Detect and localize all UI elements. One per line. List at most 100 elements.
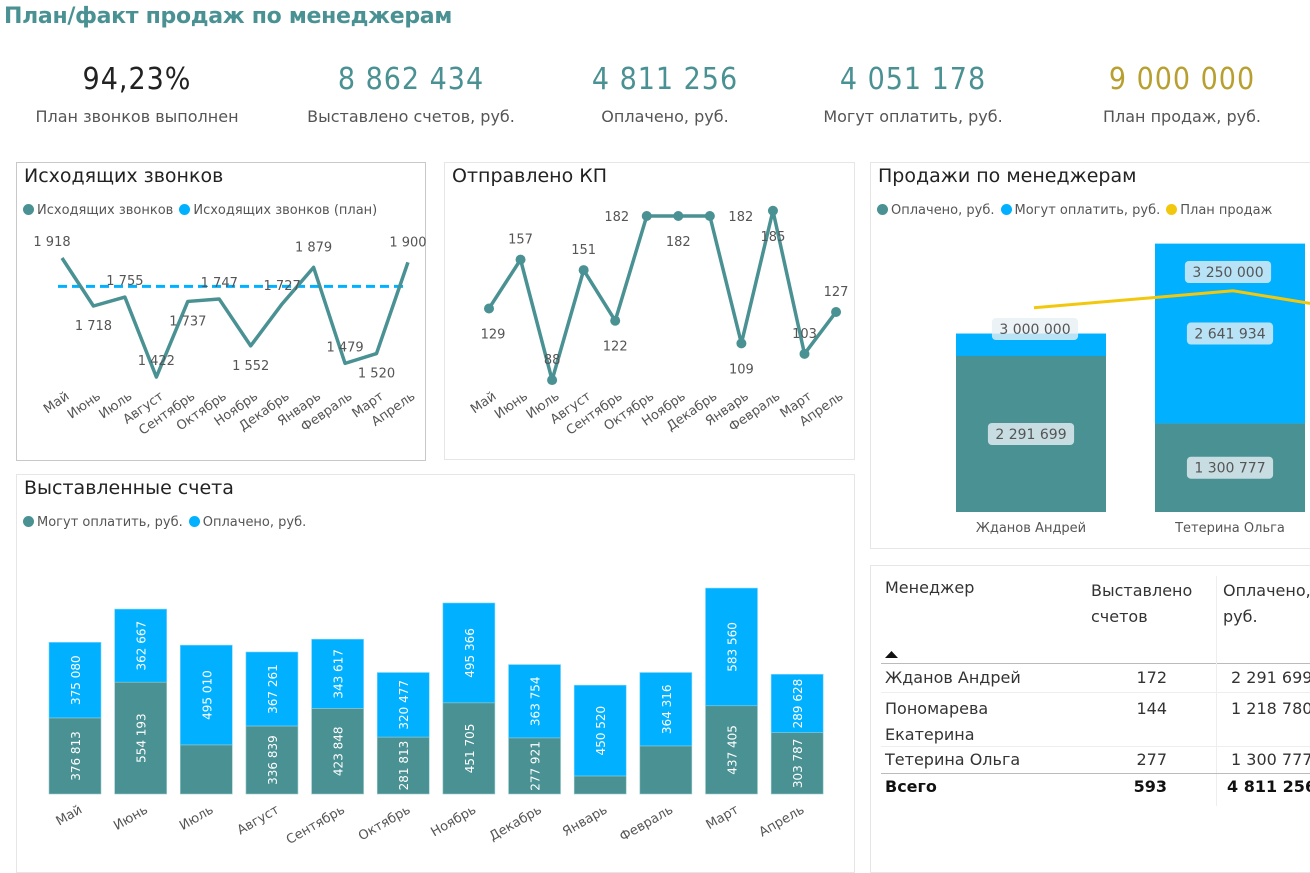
legend-item[interactable]: План продаж	[1166, 203, 1272, 218]
kpi-label: Могут оплатить, руб.	[823, 107, 1003, 126]
bar-may-pay	[442, 602, 496, 704]
kp-line	[487, 209, 838, 382]
kpi-calls-plan: 94,23% План звонков выполнен	[12, 62, 262, 126]
data-label: 129	[481, 327, 506, 342]
header-text: Выставлено	[1091, 581, 1193, 600]
bar-paid	[376, 736, 430, 795]
cell-paid: 1 218 780	[1231, 699, 1310, 718]
bar-paid	[180, 744, 233, 795]
legend-dot-icon	[23, 204, 34, 215]
header-manager[interactable]: Менеджер	[885, 578, 974, 597]
data-label-bg	[1186, 322, 1274, 345]
x-tick-label: Июнь	[492, 389, 531, 422]
data-label: 362 667	[135, 621, 149, 671]
data-label: 375 080	[69, 655, 83, 705]
chart-group: 1 918 1 718 1 755 1 422 1 737 1 747 1 552 1 727…	[33, 235, 426, 439]
calls-chart-panel[interactable]: Исходящих звонков Исходящих звонков Исхо…	[16, 162, 426, 461]
chart-group: 2 291 699 Жданов Андрей 1 300 777 2 641 934…	[956, 243, 1310, 536]
bar-may-pay	[48, 642, 102, 719]
x-tick-label: Июль	[177, 802, 216, 833]
bar-may-pay	[705, 587, 758, 707]
x-tick-label: Сентябрь	[284, 802, 348, 847]
cell-name: Пономарева	[885, 699, 989, 718]
kpi-value: 94,23%	[82, 62, 192, 97]
data-label: 1 755	[106, 274, 143, 289]
x-tick-label: Жданов Андрей	[976, 521, 1086, 536]
bar-may-pay	[311, 638, 364, 709]
legend-label: Оплачено, руб.	[891, 203, 995, 218]
data-label: 303 787	[791, 739, 805, 789]
table-row[interactable]: Тетерина Ольга	[885, 750, 1020, 769]
managers-chart-panel[interactable]: Продажи по менеджерам Оплачено, руб. Мог…	[870, 162, 1310, 549]
legend-item[interactable]: Могут оплатить, руб.	[1000, 203, 1160, 218]
data-label: 1 727	[264, 279, 301, 294]
data-label-bg	[987, 422, 1075, 445]
kp-chart-panel[interactable]: Отправлено КП	[444, 162, 855, 460]
x-tick-label: Июнь	[65, 389, 104, 422]
data-label: 157	[508, 233, 533, 248]
kpi-invoiced: 8 862 434 Выставлено счетов, руб.	[286, 62, 536, 126]
data-label: 1 479	[326, 340, 363, 355]
legend-item[interactable]: Исходящих звонков	[23, 203, 173, 218]
chart-title: Исходящих звонков	[24, 165, 224, 187]
data-point	[610, 315, 621, 326]
bar-paid	[705, 705, 758, 795]
bar-paid	[311, 708, 364, 795]
sort-ascending-icon[interactable]	[885, 651, 898, 659]
data-label-bg	[1184, 261, 1272, 283]
x-tick-label: Май	[54, 802, 85, 829]
divider	[881, 773, 1310, 774]
total-count: 593	[1133, 777, 1167, 796]
data-label: 182	[728, 210, 753, 225]
bar-may-pay	[245, 651, 299, 727]
table-row[interactable]: Пономарева Екатерина	[885, 696, 988, 748]
data-point	[736, 338, 747, 349]
kpi-paid: 4 811 256 Оплачено, руб.	[540, 62, 790, 126]
chart-title: Выставленные счета	[24, 477, 234, 499]
chart-group: 376 813 375 080 Май 554 193 362 667 Июнь 495 0…	[48, 587, 824, 848]
header-text: Оплачено,	[1223, 581, 1310, 600]
data-label: 495 366	[463, 628, 477, 678]
data-point	[641, 211, 652, 221]
header-count[interactable]: Выставлено счетов	[1091, 578, 1192, 630]
data-point	[799, 348, 810, 359]
legend-item[interactable]: Исходящих звонков (план)	[179, 203, 377, 218]
bar-paid	[573, 775, 627, 795]
data-label-bg	[991, 318, 1079, 340]
kpi-value: 8 862 434	[337, 62, 485, 97]
data-label-bg	[1186, 456, 1274, 479]
legend-item[interactable]: Оплачено, руб.	[188, 515, 307, 530]
data-label: 1 422	[138, 354, 175, 369]
data-label: 1 879	[295, 240, 332, 255]
bar-paid	[508, 737, 561, 795]
cell-name: Екатерина	[885, 725, 975, 744]
data-label: 122	[603, 340, 628, 355]
legend-dot-icon	[877, 204, 888, 215]
x-tick-label: Октябрь	[356, 802, 413, 844]
table-row[interactable]: Жданов Андрей	[885, 668, 1021, 687]
data-label: 88	[544, 353, 561, 368]
bar-paid	[48, 717, 102, 795]
legend-dot-icon	[188, 516, 200, 527]
kpi-value: 4 811 256	[591, 62, 739, 97]
data-label: 450 520	[594, 706, 608, 756]
data-point	[767, 205, 778, 216]
x-tick-label: Август	[235, 802, 283, 838]
x-tick-label: Январь	[560, 802, 610, 840]
kpi-label: Оплачено, руб.	[601, 107, 729, 126]
data-label: 182	[666, 235, 691, 250]
header-paid[interactable]: Оплачено, руб.	[1223, 578, 1310, 630]
managers-table: Менеджер Выставлено счетов Оплачено, руб. …	[870, 565, 1310, 873]
legend-dot-icon	[1166, 204, 1178, 215]
legend-label: Оплачено, руб.	[202, 515, 307, 530]
bar-may-pay	[573, 684, 627, 777]
data-label: 554 193	[135, 713, 149, 763]
header-text: Менеджер	[885, 578, 975, 597]
legend-item[interactable]: Оплачено, руб.	[877, 203, 995, 218]
chart-title: Продажи по менеджерам	[878, 165, 1137, 187]
data-point	[704, 211, 715, 221]
cell-paid: 2 291 699	[1231, 668, 1310, 687]
chart-legend: Могут оплатить, руб. Оплачено, руб.	[23, 515, 306, 530]
legend-item[interactable]: Могут оплатить, руб.	[23, 515, 183, 530]
chart-legend: Исходящих звонков Исходящих звонков (пла…	[23, 203, 377, 218]
